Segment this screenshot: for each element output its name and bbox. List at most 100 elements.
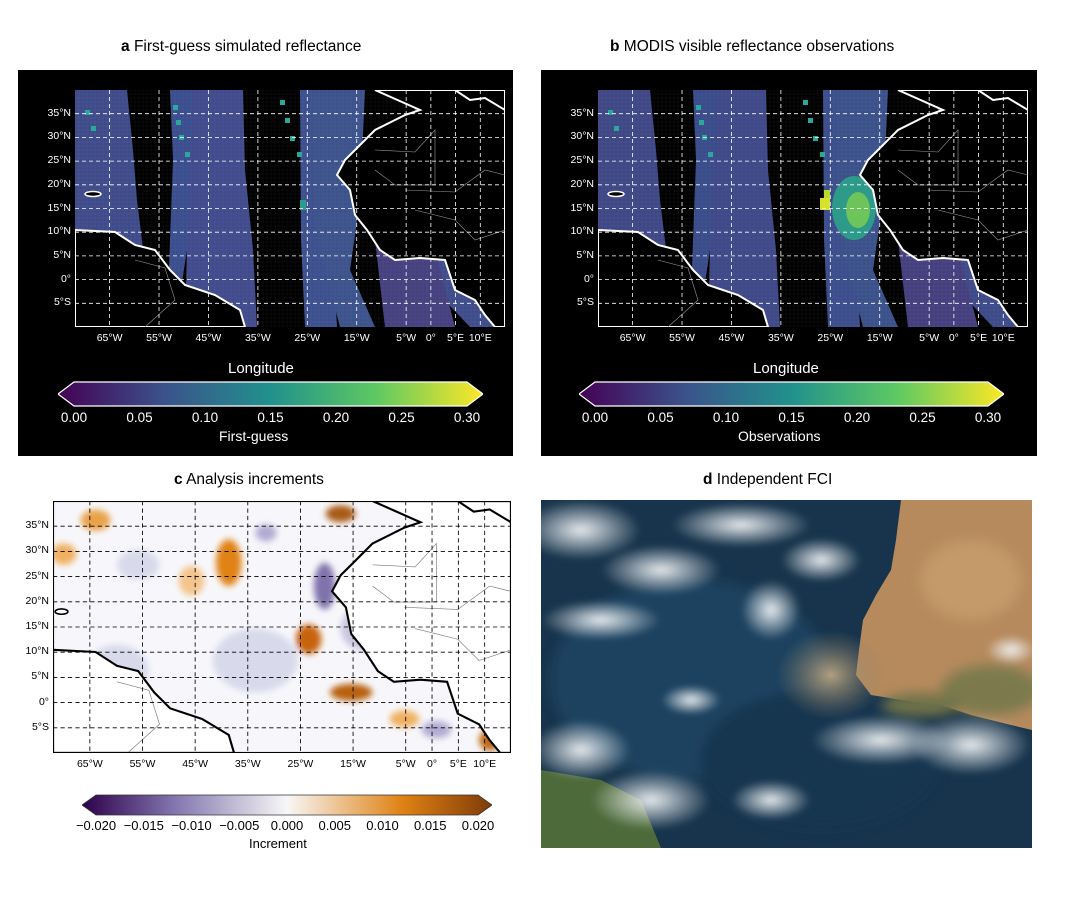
panel-b-lon-tick: 10°E bbox=[991, 332, 1015, 344]
panel-c-colorbar-tick: −0.015 bbox=[123, 818, 164, 833]
panel-a-lon-tick: 10°E bbox=[468, 332, 492, 344]
panel-b-lat-tick: 35°N bbox=[570, 106, 594, 119]
panel-a-lon-tick: 65°W bbox=[96, 332, 123, 344]
panel-c-lat-tick: 20°N bbox=[25, 594, 49, 607]
panel-a-frame: Latitude Longitude First-guess 35°N 30°N 2… bbox=[18, 70, 513, 456]
panel-b-lon-tick: 55°W bbox=[669, 332, 695, 344]
panel-c: Increment 35°N 30°N 25°N 20°N 15°N 10°N 5°N 0° 5… bbox=[0, 0, 540, 909]
panel-a-lon-tick: 55°W bbox=[146, 332, 172, 344]
panel-b-lat-tick: 20°N bbox=[570, 177, 594, 190]
panel-c-colorbar bbox=[82, 794, 492, 816]
panel-b-colorbar-tick: 0.15 bbox=[778, 410, 805, 425]
panel-c-island bbox=[54, 608, 69, 616]
panel-c-lat-tick: 35°N bbox=[25, 519, 49, 532]
panel-b-lat-tick: 15°N bbox=[570, 201, 594, 214]
panel-a-colorbar-label: First-guess bbox=[219, 428, 289, 444]
panel-c-colorbar-tick: 0.000 bbox=[270, 818, 304, 833]
panel-b-europe bbox=[976, 90, 1028, 112]
panel-b-colorbar-tick: 0.25 bbox=[909, 410, 936, 425]
panel-b-lon-tick: 35°W bbox=[767, 332, 794, 344]
panel-d-clouds bbox=[541, 500, 1032, 830]
panel-b-lon-tick: 5°E bbox=[970, 332, 988, 344]
panel-b-map bbox=[598, 90, 1028, 327]
panel-a-south-america bbox=[75, 228, 247, 327]
panel-a-lat-tick: 35°N bbox=[47, 106, 71, 119]
panel-c-lon-tick: 0° bbox=[427, 758, 438, 770]
panel-c-colorbar-tick: −0.020 bbox=[75, 818, 117, 833]
panel-b-lon-tick: 15°W bbox=[866, 332, 893, 344]
panel-c-lat-tick: 0° bbox=[38, 695, 49, 708]
panel-a-lat-tick: 10°N bbox=[47, 225, 71, 238]
panel-d-title: d Independent FCI bbox=[703, 471, 832, 489]
panel-a-lon-tick: 5°W bbox=[396, 332, 417, 344]
panel-c-lat-tick: 5°N bbox=[31, 670, 49, 683]
panel-c-lon-tick: 15°W bbox=[340, 758, 366, 770]
panel-c-colorbar-tick: 0.005 bbox=[318, 818, 352, 833]
panel-b-colorbar bbox=[579, 381, 1004, 407]
panel-a-lat-tick: 30°N bbox=[47, 130, 71, 143]
panel-b-lat-tick: 5°S bbox=[576, 296, 594, 309]
panel-a-gridlines bbox=[75, 90, 505, 327]
panel-c-colorbar-tick: 0.010 bbox=[366, 818, 399, 833]
panel-a-colorbar-tick: 0.25 bbox=[388, 410, 415, 425]
panel-c-gridlines bbox=[53, 501, 511, 753]
panel-c-lon-tick: 45°W bbox=[182, 758, 209, 770]
panel-a-lat-tick: 15°N bbox=[47, 201, 71, 214]
panel-d-dust-plume bbox=[776, 630, 886, 720]
panel-b-lat-tick: 10°N bbox=[570, 225, 594, 238]
panel-b-lon-tick: 5°W bbox=[919, 332, 940, 344]
panel-a-xlabel: Longitude bbox=[228, 360, 294, 377]
panel-d-title-text: Independent FCI bbox=[716, 471, 833, 488]
panel-a-island bbox=[84, 190, 102, 198]
panel-b-dust-plume bbox=[820, 176, 876, 240]
panel-c-letter: c bbox=[174, 471, 183, 488]
panel-c-south-america bbox=[53, 648, 236, 753]
panel-a-letter: a bbox=[121, 38, 130, 55]
panel-c-lon-tick: 5°E bbox=[449, 758, 467, 770]
panel-a-borders bbox=[134, 129, 505, 327]
panel-a-colorbar-tick: 0.15 bbox=[257, 410, 284, 425]
panel-c-lat-tick: 30°N bbox=[25, 544, 49, 557]
panel-c-lon-tick: 65°W bbox=[76, 758, 103, 770]
panel-b-island bbox=[607, 190, 625, 198]
panel-a-colorbar-tick: 0.10 bbox=[191, 410, 219, 425]
panel-b-title: b MODIS visible reflectance observations bbox=[610, 38, 894, 56]
panel-b-frame: Latitude Longitude Observations 35°N 30°N… bbox=[541, 70, 1037, 456]
panel-d-satellite-image bbox=[541, 500, 1032, 848]
panel-b-colorbar-tick: 0.30 bbox=[974, 410, 1002, 425]
panel-a-colorbar-tick: 0.00 bbox=[60, 410, 88, 425]
panel-a-lon-tick: 35°W bbox=[244, 332, 271, 344]
panel-c-europe bbox=[455, 501, 511, 524]
panel-a-lon-tick: 15°W bbox=[343, 332, 370, 344]
panel-c-colorbar-tick: 0.020 bbox=[461, 818, 495, 833]
panel-c-lon-tick: 10°E bbox=[473, 758, 497, 770]
panel-a-lon-tick: 25°W bbox=[294, 332, 321, 344]
panel-c-increments bbox=[53, 505, 501, 751]
panel-b-south-america bbox=[598, 228, 770, 327]
panel-c-lat-tick: 25°N bbox=[25, 569, 49, 582]
panel-b-lon-tick: 0° bbox=[948, 332, 959, 344]
panel-c-colorbar-tick: −0.005 bbox=[219, 818, 260, 833]
panel-a-title-text: First-guess simulated reflectance bbox=[133, 38, 362, 55]
panel-c-lon-tick: 55°W bbox=[129, 758, 156, 770]
panel-c-title: c Analysis increments bbox=[174, 471, 324, 489]
panel-c-lon-tick: 35°W bbox=[234, 758, 261, 770]
panel-b-lat-tick: 25°N bbox=[570, 154, 594, 167]
panel-a-lon-tick: 5°E bbox=[447, 332, 465, 344]
panel-d-letter: d bbox=[703, 471, 713, 488]
panel-c-colorbar-tick: 0.015 bbox=[413, 818, 447, 833]
panel-a-lat-tick: 20°N bbox=[47, 177, 71, 190]
panel-b-colorbar-tick: 0.20 bbox=[843, 410, 871, 425]
panel-c-lat-tick: 10°N bbox=[25, 645, 49, 658]
panel-b-colorbar-tick: 0.10 bbox=[712, 410, 740, 425]
panel-b-letter: b bbox=[610, 38, 620, 55]
panel-c-map bbox=[53, 501, 511, 753]
panel-a-colorbar-tick: 0.20 bbox=[322, 410, 350, 425]
panel-b-colorbar-tick: 0.05 bbox=[647, 410, 674, 425]
panel-a-colorbar bbox=[58, 381, 483, 407]
panel-c-lon-tick: 5°W bbox=[395, 758, 416, 770]
panel-b-colorbar-tick: 0.00 bbox=[581, 410, 609, 425]
panel-a-lat-tick: 5°N bbox=[53, 248, 71, 261]
panel-c-lat-tick: 15°N bbox=[25, 620, 49, 632]
panel-a-lat-tick: 25°N bbox=[47, 154, 71, 167]
